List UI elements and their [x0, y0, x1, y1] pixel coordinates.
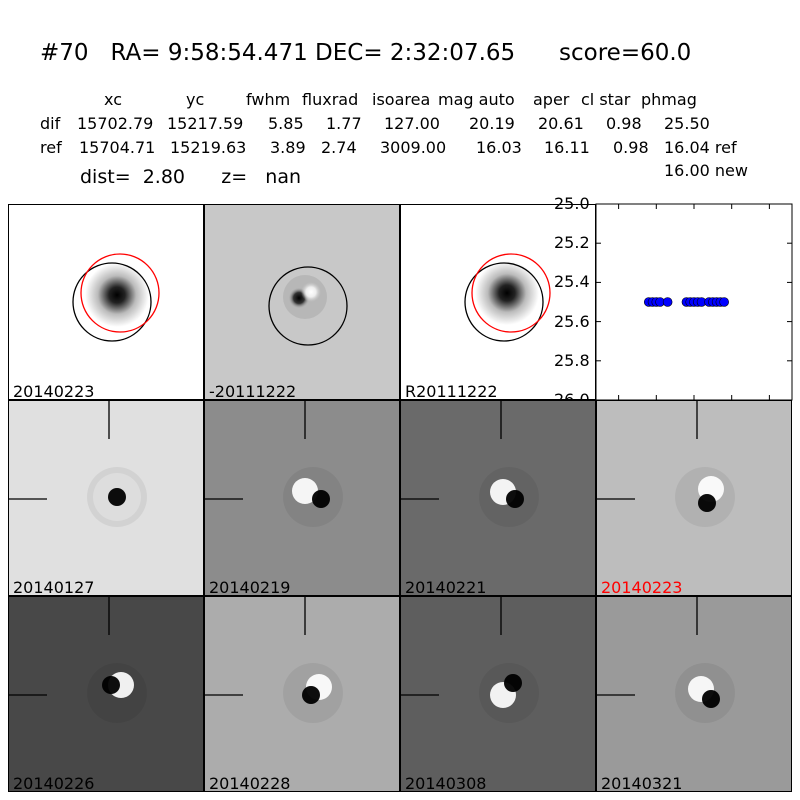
- epoch-thumbnail: 20140127: [8, 400, 204, 596]
- ref-aperture-circle: [268, 266, 348, 346]
- ref-aperture-circle: [464, 262, 544, 342]
- star-blob: [85, 263, 149, 327]
- dif-yc: 15217.59: [167, 114, 244, 133]
- plot-canvas: [595, 203, 793, 401]
- new-aperture-circle: [471, 253, 551, 333]
- epoch-thumbnail: 20140228: [204, 596, 400, 792]
- star-image: [9, 597, 203, 791]
- epoch-thumbnail: 20140226: [8, 596, 204, 792]
- star-negative: [702, 690, 720, 708]
- dif-fwhm: 5.85: [268, 114, 304, 133]
- dist-value: 2.80: [142, 166, 186, 188]
- star-image: [205, 401, 399, 595]
- star-image: [597, 401, 791, 595]
- panel-label: -20111222: [209, 382, 297, 400]
- dif-isoarea: 127.00: [384, 114, 440, 133]
- col-yc: yc: [186, 90, 205, 109]
- star-negative: [302, 686, 320, 704]
- epoch-thumbnail: 20140221: [400, 400, 596, 596]
- epoch-thumbnail: 20140321: [596, 596, 792, 792]
- star-positive: [301, 282, 321, 302]
- data-point: [662, 297, 673, 307]
- star-blob: [475, 261, 539, 325]
- z-label: z=: [221, 166, 248, 188]
- star-negative: [504, 674, 522, 692]
- col-aper: aper: [533, 90, 570, 109]
- row-label-dif: dif: [40, 114, 61, 133]
- new-aperture-circle: [80, 253, 160, 333]
- star-image: [205, 205, 399, 399]
- star-image: [401, 401, 595, 595]
- ref-mag-auto: 16.03: [476, 138, 522, 157]
- dif-mag-auto: 20.19: [469, 114, 515, 133]
- panel-label: 20140226: [13, 774, 95, 792]
- panel-label: 20140221: [405, 578, 487, 596]
- panel-label: 20140308: [405, 774, 487, 792]
- panel-label: 20140228: [209, 774, 291, 792]
- dif-xc: 15702.79: [77, 114, 154, 133]
- ref-fwhm: 3.89: [270, 138, 306, 157]
- epoch-thumbnail: 20140308: [400, 596, 596, 792]
- panel-label: R20111222: [405, 382, 498, 400]
- y-tick-label: 25.0: [554, 194, 590, 213]
- data-point: [719, 297, 729, 307]
- star-image: [205, 597, 399, 791]
- z-value: nan: [265, 166, 302, 188]
- y-tick-label: 25.6: [554, 311, 590, 331]
- col-cl-star: cl star: [581, 90, 631, 109]
- ref-yc: 15219.63: [170, 138, 247, 157]
- star-image: [9, 401, 203, 595]
- col-mag-auto: mag auto: [438, 90, 515, 109]
- dif-fluxrad: 1.77: [326, 114, 362, 133]
- thumbnail-new: 20140223: [8, 204, 204, 400]
- dist-label: dist=: [80, 166, 131, 188]
- panel-label: 20140127: [13, 578, 95, 596]
- epoch-thumbnail: 20140223: [596, 400, 792, 596]
- dist-line: dist= 2.80 z= nan: [80, 166, 301, 188]
- panel-label: 20140321: [601, 774, 683, 792]
- y-tick-label: 25.4: [554, 272, 590, 292]
- col-xc: xc: [104, 90, 122, 109]
- y-tick-label: 25.2: [554, 233, 590, 253]
- panel-label: 20140223: [601, 578, 683, 596]
- col-phmag: phmag: [641, 90, 697, 109]
- col-isoarea: isoarea: [372, 90, 431, 109]
- panel-label: 20140219: [209, 578, 291, 596]
- star-negative: [312, 490, 330, 508]
- star-image: [401, 597, 595, 791]
- ref-fluxrad: 2.74: [321, 138, 357, 157]
- star-negative: [108, 488, 126, 506]
- star-positive: [292, 478, 318, 504]
- row-label-ref: ref: [40, 138, 62, 157]
- ref-phmag: 16.04 ref: [664, 138, 737, 157]
- star-image: [9, 205, 203, 399]
- panel-label: 20140223: [13, 382, 95, 400]
- star-image: [597, 597, 791, 791]
- dif-cl-star: 0.98: [606, 114, 642, 133]
- ref-aperture-circle: [72, 262, 152, 342]
- star-image: [401, 205, 595, 399]
- ref-isoarea: 3009.00: [380, 138, 447, 157]
- star-negative: [102, 676, 120, 694]
- col-fluxrad: fluxrad: [302, 90, 359, 109]
- magnitude-plot: [595, 203, 793, 401]
- star-negative: [698, 494, 716, 512]
- dif-aper: 20.61: [538, 114, 584, 133]
- col-fwhm: fwhm: [246, 90, 291, 109]
- ref-cl-star: 0.98: [613, 138, 649, 157]
- thumbnail-diff: -20111222: [204, 204, 400, 400]
- star-negative: [506, 490, 524, 508]
- dif-phmag: 25.50: [664, 114, 710, 133]
- y-tick-label: 25.8: [554, 350, 590, 370]
- ref-aper: 16.11: [544, 138, 590, 157]
- page-title: #70 RA= 9:58:54.471 DEC= 2:32:07.65 scor…: [40, 40, 692, 66]
- epoch-thumbnail: 20140219: [204, 400, 400, 596]
- ref-xc: 15704.71: [79, 138, 156, 157]
- new-phmag: 16.00 new: [664, 161, 748, 180]
